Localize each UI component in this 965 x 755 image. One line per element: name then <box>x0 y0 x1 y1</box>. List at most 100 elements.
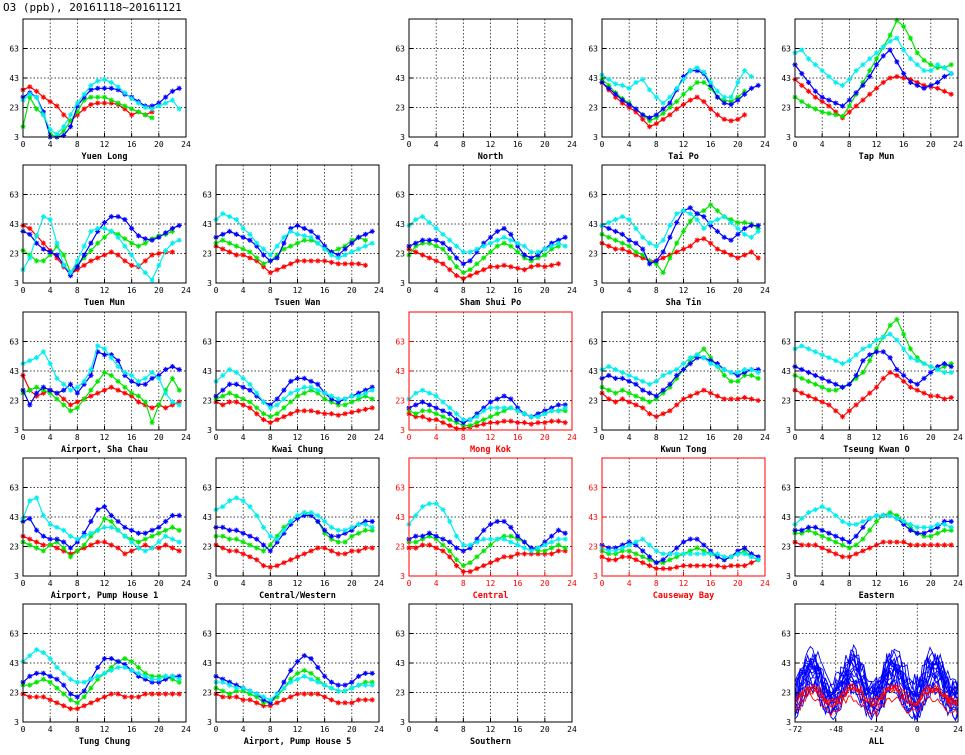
series-line-green <box>409 535 566 567</box>
data-point <box>67 706 74 712</box>
data-point <box>142 236 148 242</box>
series-line-cyan <box>22 649 180 683</box>
y-tick-label: 43 <box>395 367 405 376</box>
data-point <box>433 501 439 507</box>
series-line-cyan <box>22 345 180 406</box>
data-point <box>626 542 632 548</box>
series-line-blue <box>795 514 952 543</box>
panel-title: Tseung Kwan O <box>843 445 910 455</box>
x-tick-label: 8 <box>654 140 659 149</box>
x-tick-label: 0 <box>21 579 26 588</box>
data-point <box>288 261 294 267</box>
data-point <box>149 277 155 283</box>
data-point <box>149 109 155 115</box>
data-point <box>108 691 114 697</box>
x-tick-label: 16 <box>899 433 909 442</box>
data-point <box>826 378 832 384</box>
data-point <box>315 234 321 240</box>
data-point <box>440 420 446 426</box>
data-point <box>755 228 761 234</box>
data-point <box>667 566 673 572</box>
data-point <box>156 250 162 257</box>
data-point <box>799 82 805 88</box>
series-line-red <box>22 693 180 710</box>
x-tick-label: 20 <box>733 286 743 295</box>
data-point <box>860 396 866 402</box>
data-point <box>721 234 727 240</box>
data-point <box>860 524 866 530</box>
y-tick-label: 3 <box>593 279 598 288</box>
data-point <box>735 378 741 384</box>
data-point <box>294 231 301 237</box>
data-point <box>935 62 941 68</box>
data-point <box>728 396 734 402</box>
data-point <box>301 233 307 239</box>
data-point <box>254 536 260 542</box>
data-point <box>122 661 128 668</box>
data-point <box>494 396 500 402</box>
data-point <box>481 240 487 246</box>
y-tick-label: 3 <box>207 572 212 581</box>
data-point <box>163 405 169 411</box>
data-point <box>142 112 148 118</box>
data-point <box>260 524 267 530</box>
y-tick-label: 43 <box>395 513 405 522</box>
data-point <box>260 417 267 423</box>
data-point <box>342 527 348 533</box>
data-point <box>74 694 80 700</box>
data-point <box>660 237 666 243</box>
data-point <box>501 225 507 232</box>
x-tick-label: 0 <box>600 579 605 588</box>
data-point <box>735 231 741 237</box>
data-point <box>315 518 321 525</box>
y-tick-label: 23 <box>395 397 405 406</box>
data-point <box>619 240 625 246</box>
data-point <box>369 682 375 688</box>
data-point <box>914 355 920 361</box>
x-tick-label: 24 <box>374 579 384 588</box>
y-tick-label: 23 <box>202 397 212 406</box>
x-tick-label: 16 <box>706 579 716 588</box>
data-point <box>226 249 233 255</box>
data-point <box>101 539 108 545</box>
data-point <box>674 211 680 217</box>
x-tick-label: 24 <box>181 725 191 734</box>
data-point <box>33 94 40 100</box>
data-point <box>460 270 466 276</box>
data-point <box>426 237 432 243</box>
data-point <box>156 545 162 551</box>
data-point <box>728 252 734 258</box>
data-point <box>667 381 673 387</box>
data-point <box>674 554 680 560</box>
data-point <box>301 390 307 396</box>
data-point <box>308 509 314 516</box>
data-point <box>260 703 267 709</box>
data-point <box>528 258 534 264</box>
y-tick-label: 63 <box>588 484 598 493</box>
data-point <box>328 679 335 685</box>
data-point <box>501 405 507 411</box>
data-point <box>667 557 673 563</box>
data-point <box>494 536 500 542</box>
data-point <box>33 384 40 390</box>
data-point <box>735 372 741 379</box>
data-point <box>254 390 260 396</box>
data-point <box>426 408 432 414</box>
x-tick-label: 8 <box>75 725 80 734</box>
data-point <box>142 381 148 387</box>
data-point <box>487 234 494 240</box>
data-point <box>728 216 734 223</box>
data-point <box>47 673 53 679</box>
data-point <box>907 524 914 530</box>
data-point <box>220 679 226 685</box>
data-point <box>501 262 507 268</box>
data-point <box>742 366 748 373</box>
data-point <box>481 563 487 569</box>
data-point <box>619 554 625 560</box>
data-point <box>27 673 33 679</box>
data-point <box>226 366 233 373</box>
data-point <box>108 384 114 390</box>
data-point <box>728 563 734 569</box>
data-point <box>508 237 514 243</box>
